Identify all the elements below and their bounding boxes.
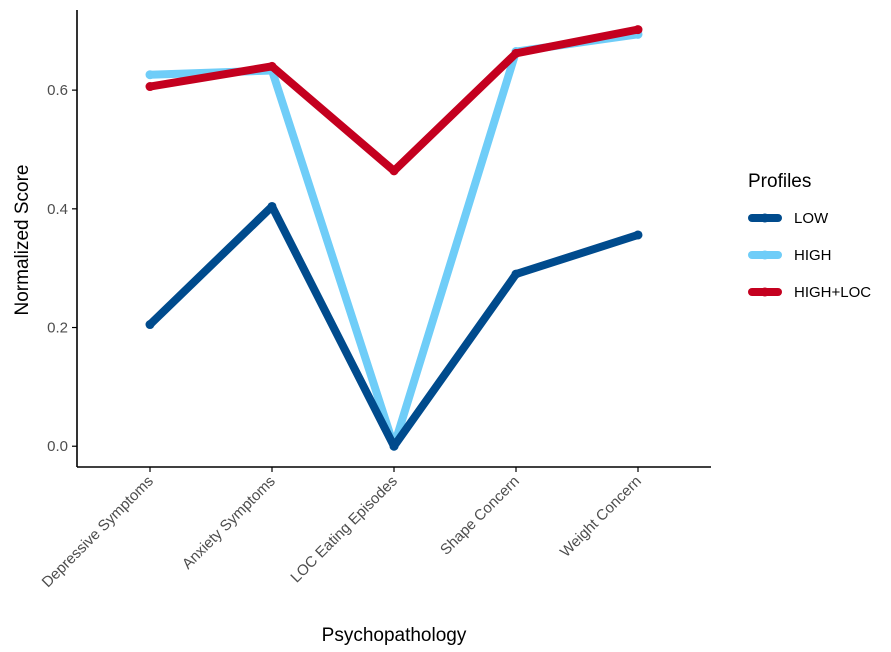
legend-key-point-high-loc [760, 287, 770, 297]
x-tick-label: Depressive Symptoms [39, 473, 157, 591]
legend-key-point-low [760, 213, 770, 223]
y-tick-label: 0.6 [47, 82, 68, 99]
plot-lines [145, 25, 643, 451]
legend-label-high-loc: HIGH+LOC [794, 284, 871, 301]
x-axis-title: Psychopathology [322, 625, 467, 646]
data-point-high-loc [267, 61, 277, 71]
data-point-low [511, 269, 521, 279]
data-point-low [389, 441, 399, 451]
legend-label-low: LOW [794, 210, 829, 227]
y-axis-ticks: 0.0 0.2 0.4 0.6 [47, 82, 77, 455]
x-axis-ticks: Depressive Symptoms Anxiety Symptoms LOC E… [39, 467, 645, 591]
data-point-low [145, 320, 155, 330]
series-line-high [146, 30, 642, 451]
x-tick-label: Anxiety Symptoms [179, 473, 279, 573]
data-point-high-loc [389, 166, 399, 176]
data-point-high [145, 70, 155, 80]
series-line-low [146, 202, 642, 451]
data-point-high-loc [633, 25, 643, 35]
x-tick-label: Weight Concern [557, 473, 645, 561]
data-point-high-loc [511, 48, 521, 58]
data-point-low [633, 230, 643, 240]
y-tick-label: 0.4 [47, 201, 68, 218]
y-axis-title: Normalized Score [12, 165, 33, 316]
legend-label-high: HIGH [794, 247, 832, 264]
data-point-high-loc [145, 82, 155, 92]
legend-key-point-high [760, 250, 770, 260]
series-line-high-loc [146, 25, 642, 175]
y-tick-label: 0.2 [47, 320, 68, 337]
legend-title: Profiles [748, 171, 811, 192]
x-tick-label: Shape Concern [437, 473, 523, 559]
x-tick-label: LOC Eating Episodes [287, 473, 400, 586]
legend: Profiles LOW HIGH HIGH+LOC [748, 171, 871, 301]
y-tick-label: 0.0 [47, 438, 68, 455]
data-point-low [267, 201, 277, 211]
